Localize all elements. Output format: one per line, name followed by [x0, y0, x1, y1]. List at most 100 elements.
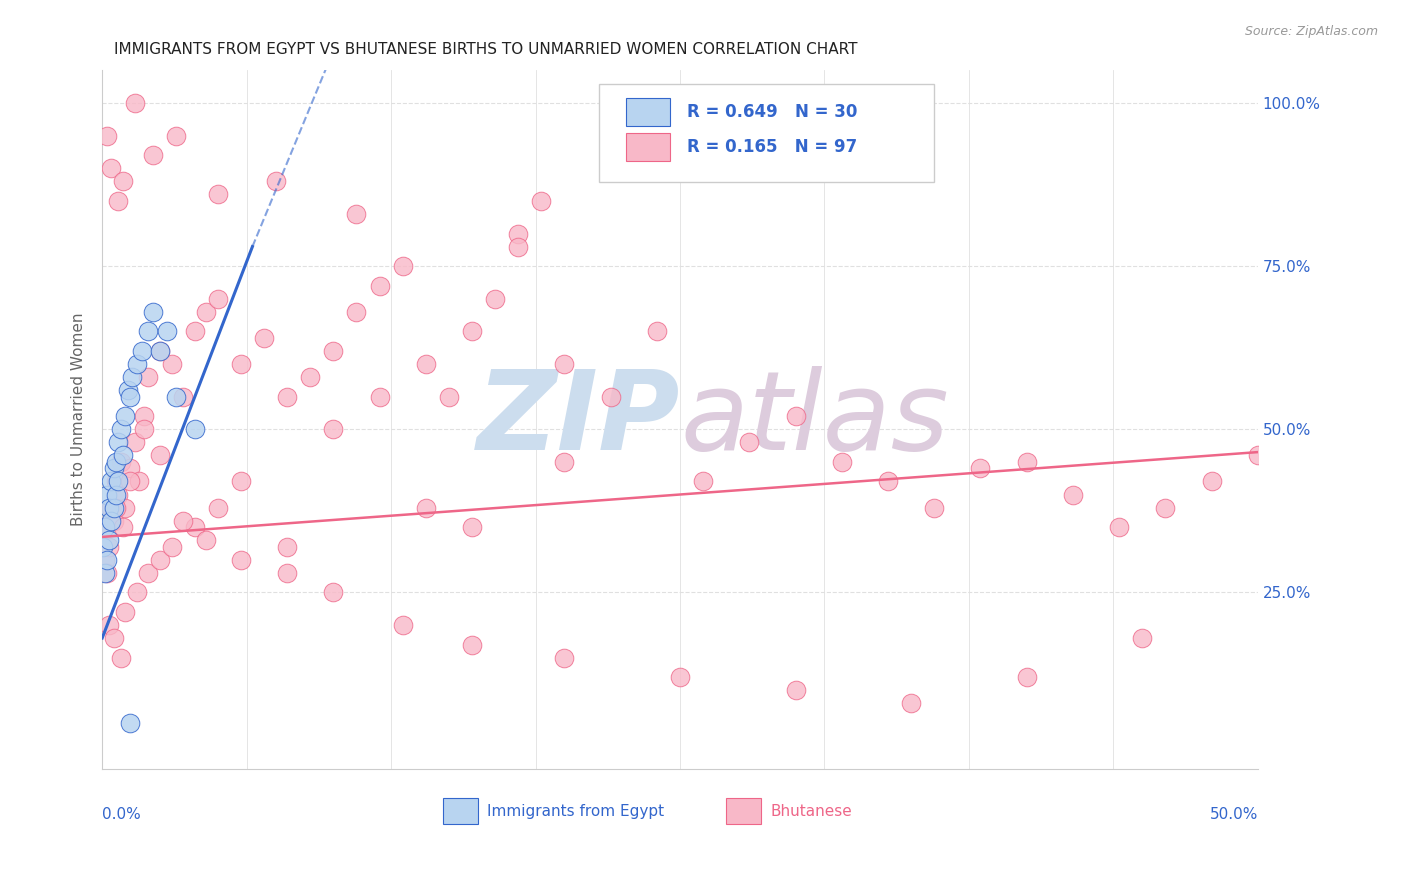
Point [165, 390, 187, 404]
Point [461, 638, 484, 652]
Point [100, 500, 122, 515]
FancyBboxPatch shape [727, 797, 761, 824]
Point [125, 585, 148, 599]
Point [391, 259, 413, 273]
Point [103, 514, 125, 528]
Point [900, 696, 922, 710]
Point [172, 514, 194, 528]
Point [785, 409, 807, 424]
Point [253, 331, 276, 345]
Point [96, 553, 118, 567]
FancyBboxPatch shape [626, 98, 669, 127]
Point [100, 514, 122, 528]
Point [165, 128, 187, 143]
Point [138, 370, 160, 384]
Point [207, 500, 229, 515]
Point [98, 533, 121, 548]
Point [207, 292, 229, 306]
Point [149, 343, 172, 358]
Point [1247, 448, 1270, 462]
Point [1062, 487, 1084, 501]
Point [111, 520, 134, 534]
Text: ZIP: ZIP [477, 366, 681, 473]
Point [322, 422, 344, 436]
FancyBboxPatch shape [443, 797, 478, 824]
Point [1201, 475, 1223, 489]
Point [110, 422, 132, 436]
Point [738, 435, 761, 450]
Point [207, 187, 229, 202]
Point [229, 553, 252, 567]
Point [125, 357, 148, 371]
Point [368, 390, 391, 404]
Point [142, 305, 165, 319]
Point [276, 566, 298, 580]
Point [508, 239, 530, 253]
Point [96, 566, 118, 580]
Point [105, 500, 128, 515]
Point [877, 475, 900, 489]
Point [110, 455, 132, 469]
Text: IMMIGRANTS FROM EGYPT VS BHUTANESE BIRTHS TO UNMARRIED WOMEN CORRELATION CHART: IMMIGRANTS FROM EGYPT VS BHUTANESE BIRTH… [114, 42, 858, 57]
Point [105, 475, 128, 489]
Point [105, 487, 128, 501]
Point [124, 435, 146, 450]
Point [98, 618, 121, 632]
Point [142, 148, 165, 162]
Point [785, 683, 807, 698]
Point [553, 650, 575, 665]
Point [1130, 631, 1153, 645]
Point [195, 533, 218, 548]
Point [111, 174, 134, 188]
Point [121, 370, 143, 384]
Y-axis label: Births to Unmarried Women: Births to Unmarried Women [72, 313, 86, 526]
Point [132, 422, 155, 436]
Point [160, 540, 183, 554]
Point [195, 305, 218, 319]
Point [415, 500, 437, 515]
Point [346, 305, 368, 319]
Point [114, 605, 136, 619]
Point [93, 566, 115, 580]
Point [172, 390, 194, 404]
Point [107, 475, 129, 489]
Point [183, 520, 205, 534]
FancyBboxPatch shape [626, 133, 669, 161]
Point [484, 292, 506, 306]
Point [138, 566, 160, 580]
Point [322, 585, 344, 599]
Point [599, 390, 621, 404]
Point [149, 553, 172, 567]
Point [114, 500, 136, 515]
Point [103, 500, 125, 515]
Point [229, 357, 252, 371]
Point [93, 520, 115, 534]
Point [461, 520, 484, 534]
Point [98, 540, 121, 554]
Point [391, 618, 413, 632]
Point [530, 194, 553, 208]
Point [100, 475, 122, 489]
Point [1154, 500, 1177, 515]
Point [1015, 455, 1038, 469]
Point [131, 343, 153, 358]
Point [645, 325, 668, 339]
Text: Bhutanese: Bhutanese [770, 804, 852, 819]
Point [368, 278, 391, 293]
Point [276, 540, 298, 554]
Text: atlas: atlas [681, 366, 949, 473]
Point [118, 461, 141, 475]
Point [149, 448, 172, 462]
Point [96, 128, 118, 143]
Point [276, 390, 298, 404]
Point [93, 540, 115, 554]
Point [969, 461, 991, 475]
Point [107, 435, 129, 450]
Point [437, 390, 460, 404]
Point [322, 343, 344, 358]
Text: R = 0.649   N = 30: R = 0.649 N = 30 [688, 103, 858, 121]
Text: 50.0%: 50.0% [1209, 807, 1258, 822]
Point [156, 325, 179, 339]
Point [346, 207, 368, 221]
Point [117, 383, 139, 397]
